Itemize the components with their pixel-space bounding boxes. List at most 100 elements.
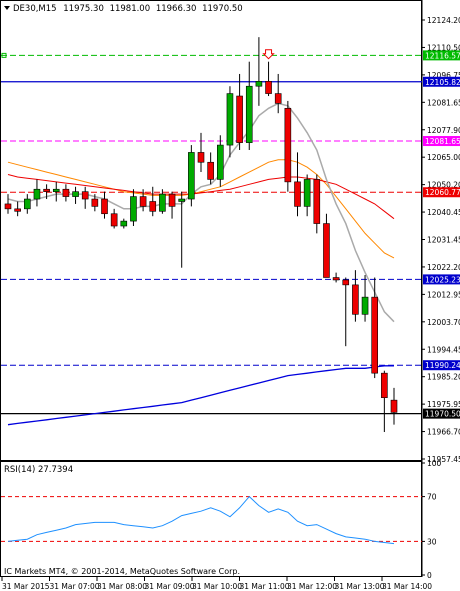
candle-body xyxy=(265,81,272,94)
candle-body xyxy=(52,188,60,192)
price-tick-label: 11975.95 xyxy=(427,400,460,409)
candle-body xyxy=(23,198,31,210)
price-tick-label: 12012.95 xyxy=(427,290,460,299)
candle-body xyxy=(226,93,234,146)
level-price-box xyxy=(423,50,460,61)
level-price-label: 12081.65 xyxy=(425,137,460,146)
candle-body xyxy=(245,85,253,143)
candle-body xyxy=(62,188,70,197)
price-tick-label: 11994.45 xyxy=(427,345,460,354)
price-tick-label: 12050.20 xyxy=(427,181,460,190)
level-price-label: 11990.24 xyxy=(425,361,460,370)
rsi-line xyxy=(7,495,395,545)
candle-body xyxy=(139,196,147,207)
sell-arrow-icon xyxy=(262,49,275,60)
time-tick-label: 31 Mar 14:00 xyxy=(382,582,432,591)
candle-body xyxy=(197,152,205,163)
time-tick-label: 31 Mar 12:00 xyxy=(287,582,337,591)
candle-body xyxy=(178,198,185,202)
rsi-tick-label: 0 xyxy=(427,571,432,580)
price-tick-label: 12110.50 xyxy=(427,43,460,52)
candle-body xyxy=(188,152,195,200)
price-tick-label: 12022.20 xyxy=(427,263,460,272)
horizontal-levels xyxy=(1,52,422,415)
rsi-indicator: 100 70 30 0 xyxy=(1,459,442,580)
candle-body xyxy=(91,198,99,207)
price-tick-label: 12077.90 xyxy=(427,126,460,135)
level-price-label: 12060.77 xyxy=(425,188,460,197)
candle-body xyxy=(390,399,398,413)
candle-body xyxy=(43,188,50,192)
candle-body xyxy=(4,203,12,210)
candle-body xyxy=(294,181,301,207)
price-tick-label: 12081.65 xyxy=(427,98,460,107)
candle-body xyxy=(101,198,108,215)
candle-body xyxy=(33,188,41,200)
candle-body xyxy=(303,179,311,207)
level-price-box xyxy=(423,408,460,419)
price-tick-label: 11985.20 xyxy=(427,373,460,382)
level-price-label: 11970.50 xyxy=(425,410,460,419)
candlesticks xyxy=(4,37,398,433)
candle-body xyxy=(255,81,263,87)
candle-body xyxy=(274,93,282,104)
time-tick-label: 31 Mar 13:00 xyxy=(335,582,385,591)
chart-header: DE30,M15 11975.30 11981.00 11966.30 1197… xyxy=(13,4,243,14)
price-tick-label: 12096.75 xyxy=(427,71,460,80)
price-tick-label: 11966.70 xyxy=(427,428,460,437)
symbol-dropdown-icon[interactable] xyxy=(4,6,10,10)
level-price-box xyxy=(423,187,460,198)
price-tick-label: 12065.00 xyxy=(427,153,460,162)
candle-body xyxy=(284,107,292,183)
level-price-box xyxy=(423,76,460,87)
main-panel-frame xyxy=(0,0,422,461)
time-tick-label: 31 Mar 09:00 xyxy=(145,582,195,591)
candle-body xyxy=(14,208,21,212)
candle-body xyxy=(323,223,330,278)
candle-body xyxy=(120,220,128,227)
price-tick-label: 11957.45 xyxy=(427,455,460,464)
candle-body xyxy=(332,277,340,281)
price-axis-labels: 12124.20 12110.50 12096.75 12081.65 12077.90… xyxy=(422,16,460,464)
candle-body xyxy=(207,161,214,180)
candle-body xyxy=(352,284,359,315)
candle-body xyxy=(342,279,350,286)
time-tick-label: 31 Mar 08:00 xyxy=(97,582,147,591)
candle-body xyxy=(130,196,137,222)
level-price-label: 12105.82 xyxy=(425,78,460,87)
rsi-tick-label: 30 xyxy=(427,537,437,546)
rsi-panel-frame xyxy=(0,461,422,577)
price-tick-label: 12031.45 xyxy=(427,236,460,245)
candle-body xyxy=(72,191,79,197)
rsi-tick-label: 70 xyxy=(427,493,437,502)
candle-body xyxy=(168,193,176,207)
candle-body xyxy=(361,296,369,315)
level-price-label: 12025.23 xyxy=(425,275,460,284)
time-tick-label: 31 Mar 10:00 xyxy=(192,582,242,591)
candle-body xyxy=(381,372,388,398)
price-tick-label: 12124.20 xyxy=(427,16,460,25)
moving-average-line xyxy=(7,365,394,426)
candle-body xyxy=(313,179,321,224)
moving-average-line xyxy=(7,174,395,220)
candle-body xyxy=(371,296,379,374)
rsi-tick-label: 100 xyxy=(427,459,442,468)
time-tick-label: 31 Mar 11:00 xyxy=(240,582,290,591)
moving-average-line xyxy=(7,159,395,259)
level-price-label: 12116.57 xyxy=(425,51,460,60)
candle-body xyxy=(217,144,224,180)
candle-body xyxy=(149,201,157,212)
candle-body xyxy=(110,213,118,227)
level-price-box xyxy=(423,274,460,285)
rsi-label: RSI(14) 27.7394 xyxy=(4,465,73,475)
level-anchor-marker[interactable] xyxy=(1,52,7,58)
level-price-labels: 12116.57 12105.82 12081.65 12060.77 12025.23… xyxy=(423,50,460,419)
time-tick-label: 31 Mar 2015 xyxy=(2,582,50,591)
candle-body xyxy=(81,191,89,200)
time-tick-label: 31 Mar 07:00 xyxy=(50,582,100,591)
candle-body xyxy=(236,95,243,143)
level-price-box xyxy=(423,136,460,147)
